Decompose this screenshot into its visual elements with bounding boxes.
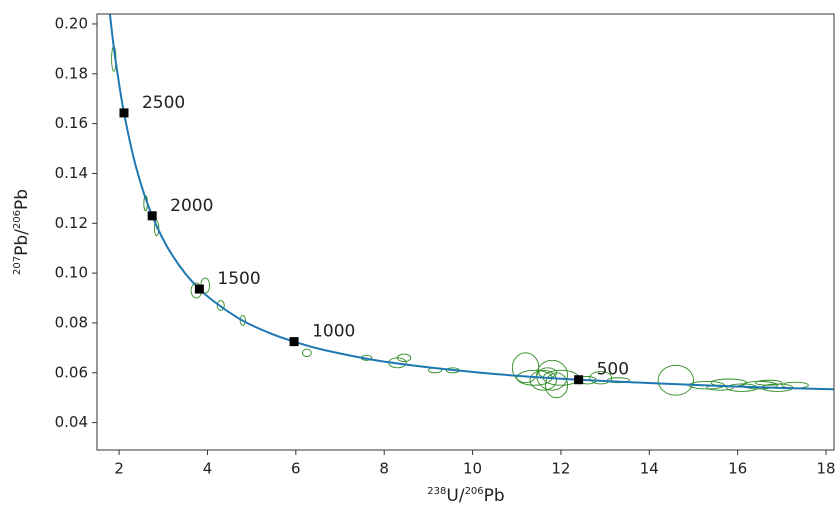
age-label: 2500 <box>142 93 185 113</box>
error-ellipse <box>397 353 412 363</box>
age-marker <box>574 375 584 385</box>
x-tick-label: 4 <box>203 460 213 478</box>
plot-frame <box>96 13 835 451</box>
y-tick-label: 0.12 <box>55 214 88 232</box>
x-tick-label: 6 <box>291 460 301 478</box>
x-tick-label: 14 <box>640 460 659 478</box>
concordia-curve <box>108 14 834 391</box>
age-label: 1000 <box>312 322 355 342</box>
y-tick-label: 0.16 <box>55 114 88 132</box>
x-axis-label-part: Pb <box>484 486 505 506</box>
x-tick-label: 18 <box>816 460 835 478</box>
x-axis-label-part: 238 <box>427 486 446 497</box>
y-axis-label-part: Pb <box>12 189 32 210</box>
error-ellipse <box>153 220 160 237</box>
y-axis-label: 207Pb/206Pb <box>12 189 32 275</box>
error-ellipse <box>741 381 778 390</box>
x-tick-label: 8 <box>379 460 389 478</box>
y-tick-label: 0.04 <box>55 413 88 431</box>
error-ellipse <box>216 300 225 311</box>
x-tick-label: 2 <box>114 460 124 478</box>
x-axis-label-part: 206 <box>465 486 484 497</box>
error-ellipse <box>302 348 312 358</box>
error-ellipse <box>754 379 783 386</box>
y-axis-label-part: Pb/ <box>12 229 32 256</box>
age-marker <box>289 337 299 347</box>
y-axis-label-part: 206 <box>12 210 23 229</box>
x-tick-label: 10 <box>463 460 482 478</box>
x-axis-label: 238U/206Pb <box>427 486 504 506</box>
x-tick-label: 12 <box>551 460 570 478</box>
x-tick-label: 16 <box>728 460 747 478</box>
x-axis-label-part: U/ <box>446 486 464 506</box>
y-tick-label: 0.06 <box>55 363 88 381</box>
error-ellipse <box>536 359 569 391</box>
error-ellipse <box>529 369 557 391</box>
plot-area <box>108 14 834 399</box>
y-axis-label-part: 207 <box>12 256 23 275</box>
y-tick-label: 0.20 <box>55 14 88 32</box>
error-ellipse <box>511 352 540 384</box>
y-tick-label: 0.08 <box>55 313 88 331</box>
y-tick-label: 0.18 <box>55 64 88 82</box>
error-ellipse <box>239 315 246 326</box>
age-label: 1500 <box>217 269 260 289</box>
age-label: 2000 <box>170 196 213 216</box>
y-tick-label: 0.14 <box>55 164 88 182</box>
age-marker <box>194 284 204 294</box>
age-label: 500 <box>597 360 629 380</box>
error-ellipse <box>657 364 694 396</box>
age-marker <box>147 211 157 221</box>
age-marker <box>119 108 129 118</box>
y-tick-label: 0.10 <box>55 264 88 282</box>
